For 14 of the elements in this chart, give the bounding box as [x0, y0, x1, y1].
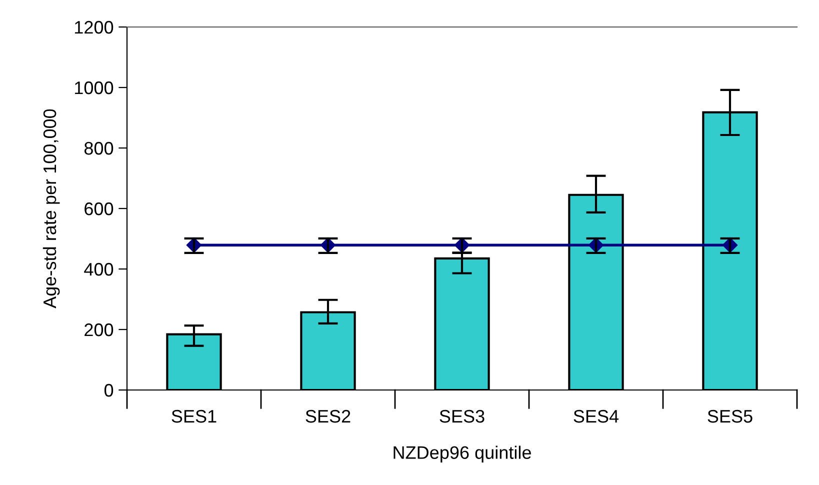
- x-tick-label: SES2: [306, 410, 350, 423]
- y-tick-label: 200: [84, 323, 114, 336]
- y-axis-title: Age-std rate per 100,000: [42, 109, 60, 308]
- y-tick-label: 400: [84, 262, 114, 276]
- y-tick-label: 800: [84, 142, 114, 155]
- y-tick-label: 1200: [75, 20, 114, 34]
- x-tick-label: SES4: [574, 410, 619, 423]
- x-tick-label: SES1: [172, 410, 216, 423]
- x-tick-label: SES3: [440, 410, 484, 423]
- y-tick-label: 1000: [75, 81, 114, 94]
- y-tick-label: 0: [104, 384, 114, 397]
- y-tick-label: 600: [84, 202, 114, 216]
- x-axis-title: NZDep96 quintile: [394, 446, 531, 463]
- x-tick-label: SES5: [708, 410, 752, 423]
